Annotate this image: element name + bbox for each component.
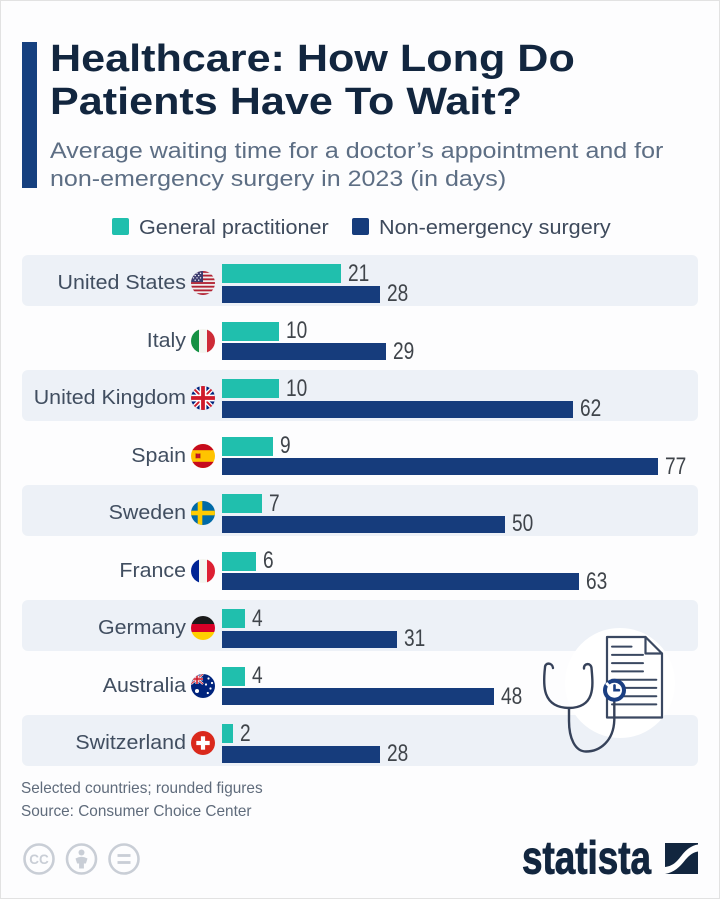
svg-text:statista: statista — [522, 838, 651, 880]
svg-text:CC: CC — [29, 852, 49, 867]
